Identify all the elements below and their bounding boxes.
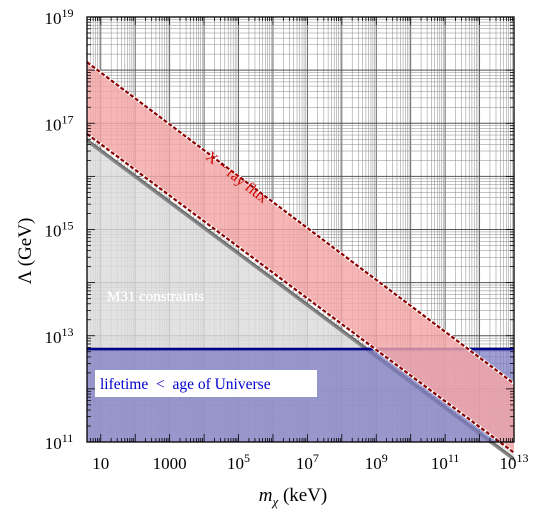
- annotation-lifetime-bg: [95, 370, 317, 397]
- y-tick-label: 1017: [45, 112, 74, 134]
- x-tick-label: 1013: [500, 451, 529, 473]
- annotation-lifetime: lifetime < age of Universe: [95, 370, 317, 397]
- annotation-lifetime-text: lifetime < age of Universe: [100, 376, 271, 393]
- plot-regions: [86, 60, 515, 461]
- x-axis-label-subscript: χ: [270, 494, 278, 509]
- x-tick-label: 107: [296, 451, 319, 473]
- axis-ticks: 10 1000 105 107 109 1011 1013 1011 1013 1015 1017 1…: [45, 6, 529, 473]
- annotation-m31-text: M31 constraints: [107, 289, 204, 305]
- y-tick-label: 1013: [45, 325, 74, 347]
- annotation-m31: M31 constraints: [107, 289, 204, 305]
- y-tick-label: 1011: [45, 431, 74, 453]
- x-tick-label: 109: [365, 451, 388, 473]
- y-axis-label-text: Λ (GeV): [15, 218, 36, 285]
- y-axis-label: Λ (GeV): [15, 218, 36, 285]
- x-tick-label: 10: [92, 454, 109, 473]
- x-tick-label: 1011: [431, 451, 460, 473]
- y-tick-label: 1019: [45, 6, 74, 28]
- x-axis-label-symbol: m: [259, 485, 273, 506]
- region-xray-lower-edge: [86, 132, 515, 454]
- x-axis-label: mχ (keV): [259, 485, 328, 509]
- x-tick-label: 1000: [153, 454, 187, 473]
- x-tick-label: 105: [227, 451, 250, 473]
- region-xray-upper-edge: [86, 61, 515, 385]
- region-xray-fill: [87, 62, 514, 453]
- x-axis-label-unit: (keV): [278, 485, 327, 506]
- y-tick-label: 1015: [45, 219, 74, 241]
